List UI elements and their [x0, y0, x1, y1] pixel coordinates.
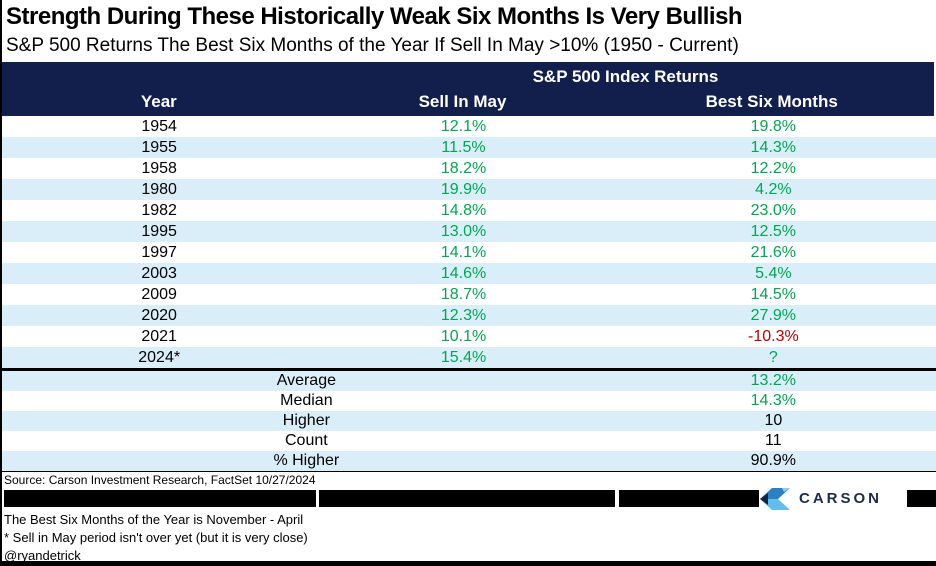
summary-value: 10: [764, 412, 783, 429]
column-header-year: Year: [140, 92, 177, 111]
year-cell: 2003: [141, 265, 177, 282]
footnote-author-handle: @ryandetrick: [4, 548, 81, 563]
summary-label: % Higher: [273, 452, 340, 469]
page-subtitle: S&P 500 Returns The Best Six Months of t…: [6, 35, 739, 56]
group-header-row: S&P 500 Index Returns: [2, 62, 934, 89]
year-cell: 1980: [141, 181, 177, 198]
table-body: 1954 12.1% 19.8% 1955 11.5% 14.3% 1958 18.2% 12.…: [2, 116, 936, 368]
table-header: S&P 500 Index Returns Year Sell In May B…: [2, 62, 934, 116]
source-text: Source: Carson Investment Research, Fact…: [4, 473, 316, 487]
best-six-months-cell: 14.5%: [750, 286, 797, 303]
year-cell: 1955: [141, 139, 177, 156]
year-cell: 1995: [141, 223, 177, 240]
table-row: 2020 12.3% 27.9%: [2, 305, 936, 326]
footnote-sell-in-may-asterisk: * Sell in May period isn't over yet (but…: [4, 530, 308, 545]
sell-in-may-cell: 18.2%: [440, 160, 487, 177]
year-cell: 2024*: [138, 349, 181, 366]
summary-label: Higher: [282, 412, 330, 429]
summary-row: Higher 10: [2, 411, 936, 431]
footnote-best-six-months: The Best Six Months of the Year is Novem…: [4, 512, 304, 527]
table-row: 2009 18.7% 14.5%: [2, 284, 936, 305]
summary-value: 13.2%: [750, 372, 797, 389]
sell-in-may-cell: 11.5%: [441, 139, 486, 156]
year-cell: 1997: [141, 244, 177, 261]
sell-in-may-cell: 15.4%: [440, 349, 487, 366]
year-cell: 1954: [141, 118, 177, 135]
sell-in-may-cell: 12.1%: [440, 118, 487, 135]
summary-row: Average 13.2%: [2, 371, 936, 391]
summary-value: 14.3%: [750, 392, 797, 409]
best-six-months-cell: 19.8%: [750, 118, 797, 135]
table-row: 2003 14.6% 5.4%: [2, 263, 936, 284]
summary-bottom-divider: [2, 471, 936, 472]
summary-row: Median 14.3%: [2, 391, 936, 411]
table-row: 1980 19.9% 4.2%: [2, 179, 936, 200]
sell-in-may-cell: 12.3%: [440, 307, 487, 324]
bottom-border-bar: [2, 561, 936, 566]
best-six-months-cell: 5.4%: [755, 265, 792, 282]
best-six-months-cell: 21.6%: [750, 244, 797, 261]
sell-in-may-cell: 13.0%: [440, 223, 487, 240]
year-cell: 2009: [141, 286, 177, 303]
redaction-bar: [619, 490, 759, 507]
best-six-months-cell: 27.9%: [750, 307, 797, 324]
summary-label: Count: [285, 432, 328, 449]
table-row: 1958 18.2% 12.2%: [2, 158, 936, 179]
carson-chevron-icon: [760, 488, 790, 510]
redaction-bar: [319, 490, 615, 507]
sell-in-may-cell: 10.1%: [440, 328, 487, 345]
table-row: 1955 11.5% 14.3%: [2, 137, 936, 158]
summary-row: % Higher 90.9%: [2, 451, 936, 471]
table-row: 2021 10.1% -10.3%: [2, 326, 936, 347]
footnotes: The Best Six Months of the Year is Novem…: [2, 508, 936, 564]
sell-in-may-cell: 14.6%: [440, 265, 487, 282]
best-six-months-cell: 14.3%: [750, 139, 797, 156]
best-six-months-cell: 4.2%: [755, 181, 792, 198]
summary-label: Average: [276, 372, 336, 389]
year-cell: 1958: [141, 160, 177, 177]
table-row: 1982 14.8% 23.0%: [2, 200, 936, 221]
redaction-bar: [4, 490, 316, 507]
section-divider: [2, 368, 936, 371]
sell-in-may-cell: 18.7%: [440, 286, 487, 303]
best-six-months-cell: 12.5%: [750, 223, 797, 240]
best-six-months-cell: 23.0%: [750, 202, 797, 219]
column-header-row: Year Sell In May Best Six Months: [2, 89, 934, 116]
table-row: 1997 14.1% 21.6%: [2, 242, 936, 263]
year-cell: 2021: [141, 328, 177, 345]
sell-in-may-cell: 14.1%: [440, 244, 487, 261]
title-area: Strength During These Historically Weak …: [2, 0, 936, 62]
best-six-months-cell: -10.3%: [748, 328, 799, 345]
carson-logo: CARSON: [760, 487, 882, 511]
group-header-label: S&P 500 Index Returns: [532, 67, 719, 86]
summary-section: Average 13.2% Median 14.3% Higher 10 Count 11 % …: [2, 371, 936, 471]
column-header-sell-in-may: Sell In May: [418, 92, 507, 111]
summary-row: Count 11: [2, 431, 936, 451]
page-title: Strength During These Historically Weak …: [6, 3, 743, 30]
sell-in-may-cell: 19.9%: [440, 181, 487, 198]
summary-value: 90.9%: [750, 452, 797, 469]
year-cell: 2020: [141, 307, 177, 324]
table-row: 1954 12.1% 19.8%: [2, 116, 936, 137]
best-six-months-cell: 12.2%: [750, 160, 797, 177]
best-six-months-cell: ?: [768, 349, 778, 366]
table-row: 2024* 15.4%?: [2, 347, 936, 368]
source-row: Source: Carson Investment Research, Fact…: [2, 472, 936, 489]
redaction-bar-strip: CARSON: [2, 487, 936, 511]
column-header-best-six-months: Best Six Months: [705, 92, 838, 111]
sell-in-may-cell: 14.8%: [440, 202, 487, 219]
redaction-bar: [907, 490, 936, 507]
table-row: 1995 13.0% 12.5%: [2, 221, 936, 242]
carson-logo-text: CARSON: [799, 490, 883, 507]
summary-label: Median: [280, 392, 333, 409]
summary-value: 11: [765, 432, 782, 449]
year-cell: 1982: [141, 202, 177, 219]
